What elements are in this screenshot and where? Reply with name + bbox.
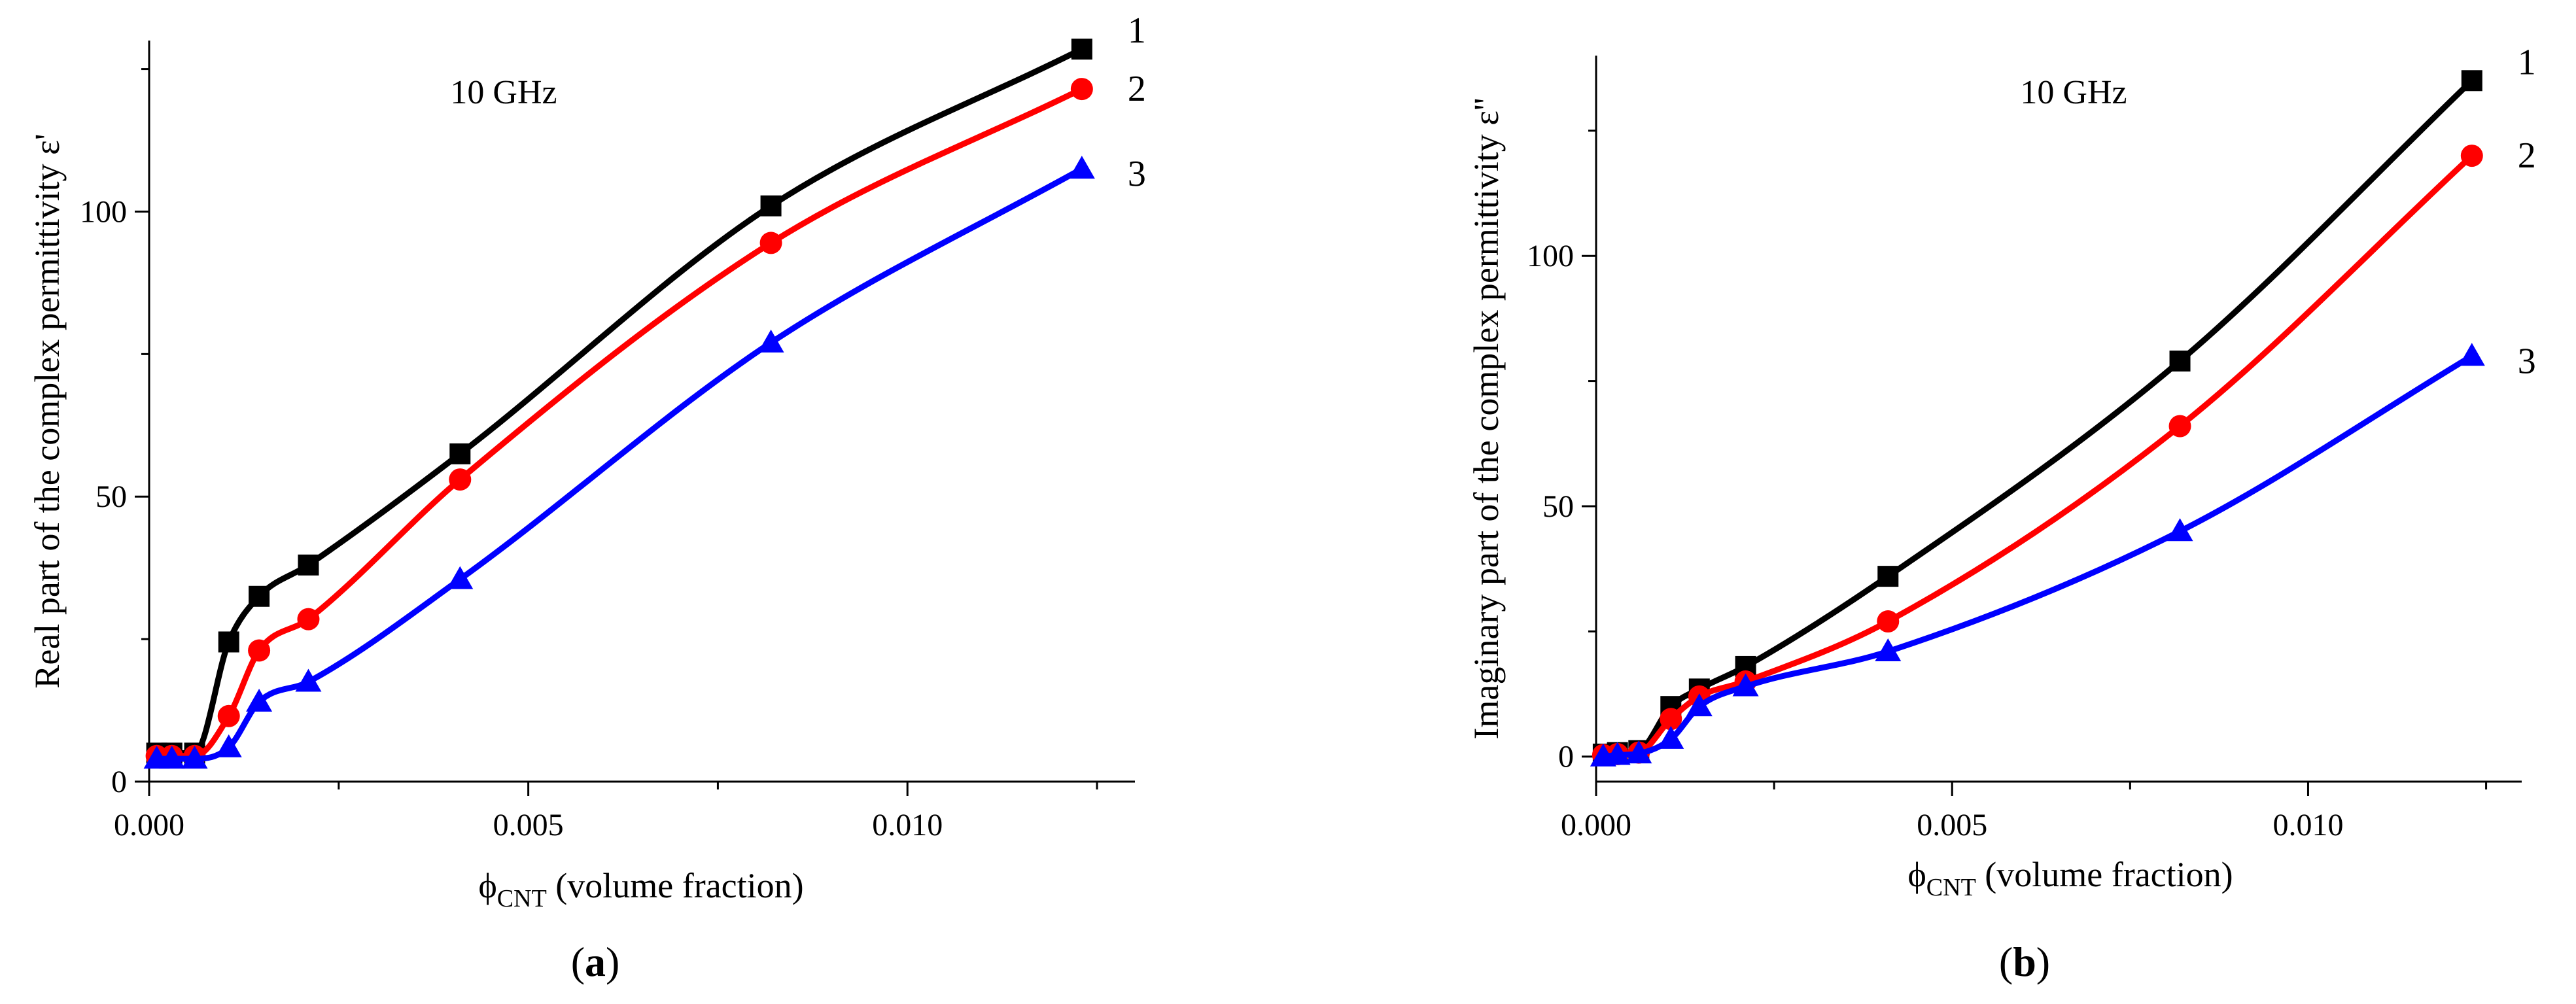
chart-panel-b: 0.000 0.005 0.010 0 50 100 10 GHz Imaginary par…	[1467, 42, 2536, 985]
panel-a-series-1-label: 1	[1128, 10, 1146, 51]
panel-a-frequency-annotation: 10 GHz	[450, 74, 557, 111]
panel-a-panel-label-open: (	[571, 939, 585, 985]
panel-a-x-axis-subscript: CNT	[497, 885, 547, 912]
panel-a-series-1-point	[760, 195, 782, 216]
panel-a-x-axis-rest: (volume fraction)	[547, 866, 804, 905]
panel-a-panel-label-close: )	[606, 939, 619, 985]
panel-b-series-3-point	[1875, 638, 1902, 661]
panel-b-series-3-point	[1686, 693, 1713, 717]
panel-a-series-2-point	[217, 704, 240, 727]
panel-a-series-3-point	[1068, 156, 1095, 179]
panel-a-x-tick-label: 0.000	[114, 808, 184, 842]
panel-a-y-tick-label: 50	[96, 479, 127, 514]
panel-b-series-2-point	[1660, 708, 1682, 731]
panel-a-y-tick-label: 0	[111, 765, 127, 799]
panel-b-series-1-label: 1	[2518, 42, 2536, 82]
panel-b-series-3-point	[1658, 725, 1684, 749]
panel-a-x-axis-title: ϕCNT (volume fraction)	[478, 866, 803, 912]
panel-b-series-3-point	[1732, 673, 1759, 697]
panel-a-series-2-point	[449, 468, 472, 491]
panel-a-series-3-point	[757, 329, 784, 353]
panel-a-series-3-point	[215, 734, 242, 757]
panel-b-x-tick-label: 0.000	[1561, 808, 1631, 842]
panel-b-series-3-label: 3	[2518, 341, 2536, 381]
panel-a-series-1: 1	[146, 10, 1146, 764]
panel-b-x-axis-symbol: ϕ	[1907, 855, 1926, 894]
panel-a-x-tick-label: 0.010	[872, 808, 943, 842]
panel-a-series-3-point	[246, 688, 273, 712]
panel-b-series-2-point	[2168, 415, 2191, 438]
panel-a-series-2-point	[248, 639, 271, 662]
panel-b-series-3-point	[1604, 742, 1631, 765]
panel-b-series-3-point	[2167, 518, 2193, 542]
panel-b-y-tick-label: 50	[1542, 489, 1574, 524]
panel-a-y-tick-label: 100	[80, 194, 127, 229]
panel-b-series-3-point	[1626, 740, 1652, 764]
panel-b-series-2-line	[1600, 152, 2475, 758]
panel-a-series-2-point	[759, 232, 782, 254]
panel-b-series-1-line	[1600, 77, 2475, 757]
panel-a-series-3-point	[295, 668, 322, 692]
panel-b-series-1-point	[2169, 350, 2191, 372]
panel-a-series-2-point	[297, 608, 320, 631]
panel-b-series-2-label: 2	[2518, 135, 2536, 176]
panel-b-series-3-line	[1600, 353, 2475, 760]
panel-b-series-3-point	[2458, 343, 2485, 366]
panel-a-series-1-point	[449, 443, 471, 464]
panel-b-y-tick-label: 0	[1558, 740, 1574, 774]
panel-b-x-axis-title: ϕCNT (volume fraction)	[1907, 855, 2233, 901]
panel-a-x-tick-label: 0.005	[493, 808, 564, 842]
panel-b-y-tick-label: 100	[1527, 239, 1574, 273]
panel-a-series-2: 2	[145, 69, 1146, 767]
panel-b-series-3: 3	[1590, 341, 2536, 767]
panel-a-series-2-label: 2	[1128, 69, 1146, 109]
panel-b-series-1-point	[2461, 70, 2482, 92]
panel-b-y-axis-title: Imaginary part of the complex permittivi…	[1467, 98, 1506, 740]
panel-a-series-2-point	[1070, 78, 1093, 101]
panel-a-series-3-label: 3	[1128, 154, 1146, 194]
panel-b-series-2-point	[1877, 610, 1900, 633]
panel-a-series-1-point	[298, 554, 319, 576]
panel-b-panel-label-close: )	[2036, 939, 2050, 985]
panel-a-series-3-point	[181, 746, 208, 769]
panel-b-x-tick-label: 0.005	[1917, 808, 1987, 842]
panel-b-x-axis-subscript: CNT	[1926, 874, 1976, 901]
panel-b-x-tick-label: 0.010	[2272, 808, 2343, 842]
panel-b-panel-label-open: (	[1999, 939, 2013, 985]
panel-a-series-1-point	[218, 631, 239, 653]
panel-a-series-3-point	[447, 566, 474, 589]
panel-b-series-2-point	[2460, 145, 2483, 167]
panel-a-x-axis-symbol: ϕ	[478, 866, 496, 905]
panel-a-series-3: 3	[143, 154, 1146, 769]
panel-a-series-2-line	[154, 86, 1085, 759]
panel-a-series-3-line	[154, 165, 1085, 762]
panel-b-panel-label: (b)	[1999, 939, 2050, 985]
panel-b-frequency-annotation: 10 GHz	[2020, 74, 2127, 111]
panel-a-panel-label: (a)	[571, 939, 620, 985]
panel-b-series-1-point	[1877, 566, 1899, 587]
panel-a-series-1-point	[249, 585, 270, 607]
chart-panel-a: 0.000 0.005 0.010 0 50 100 10 GHz Real part of …	[27, 10, 1146, 985]
panel-a-series-1-point	[1071, 39, 1092, 60]
panel-b-panel-label-letter: b	[2013, 939, 2036, 985]
panel-a-y-axis-title: Real part of the complex permittivity ε'	[27, 133, 67, 688]
panel-b-x-axis-rest: (volume fraction)	[1976, 855, 2233, 894]
panel-a-panel-label-letter: a	[585, 939, 606, 985]
panel-a-series-3-point	[158, 746, 185, 769]
